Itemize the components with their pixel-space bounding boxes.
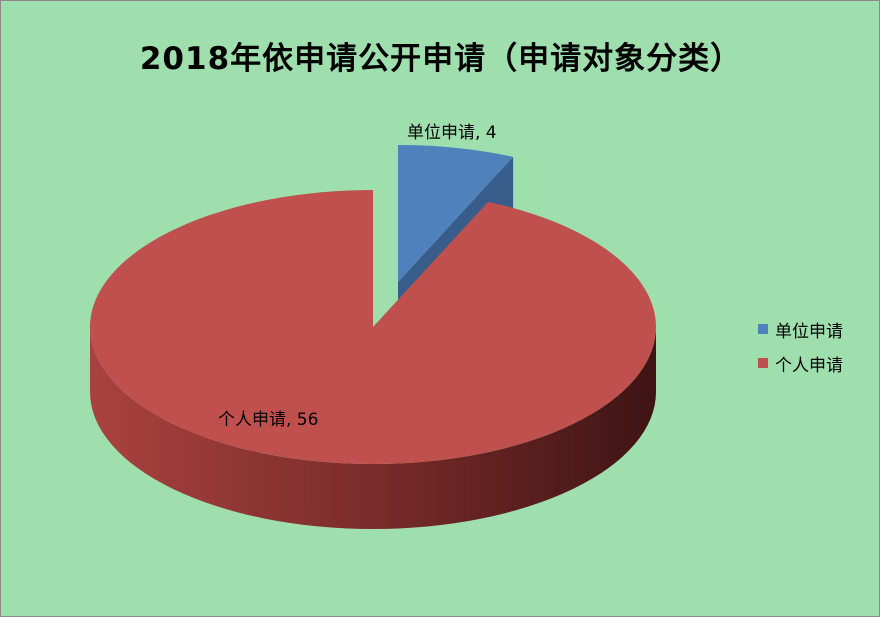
legend-label-personal: 个人申请 (775, 355, 843, 376)
data-label-unit: 单位申请, 4 (407, 123, 497, 143)
slice-side-personal (90, 327, 656, 529)
slice-unit (398, 145, 514, 282)
chart-title: 2018年依申请公开申请（申请对象分类） (139, 41, 743, 77)
legend-item-unit: 单位申请 (758, 312, 843, 346)
slice-personal (90, 190, 657, 464)
legend-label-unit: 单位申请 (775, 321, 843, 342)
legend-swatch-unit (758, 324, 768, 334)
legend: 单位申请 个人申请 (758, 312, 843, 380)
legend-item-personal: 个人申请 (758, 346, 843, 380)
legend-swatch-personal (758, 358, 768, 368)
data-label-personal: 个人申请, 56 (218, 410, 319, 430)
